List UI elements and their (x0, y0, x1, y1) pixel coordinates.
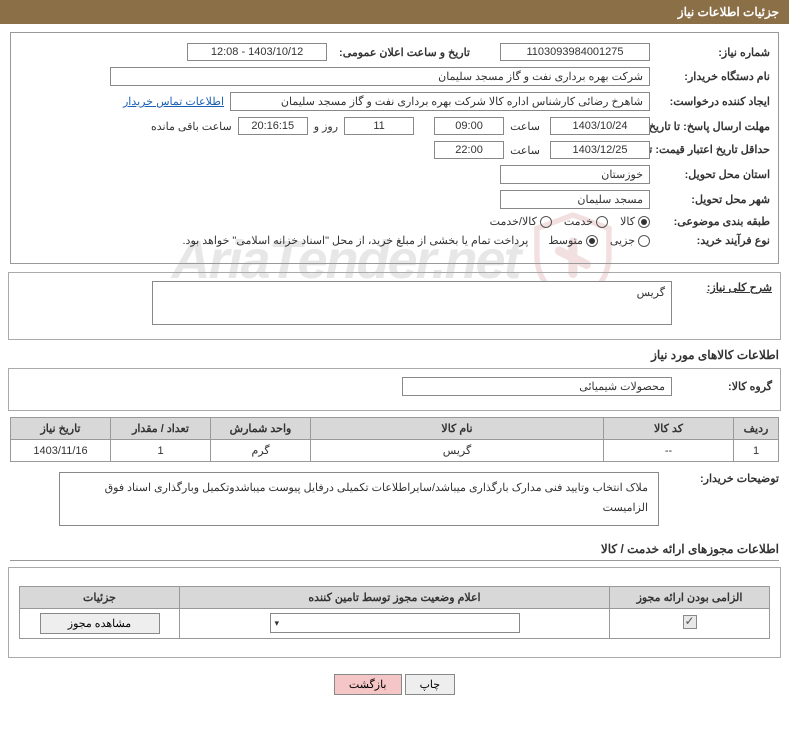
announce-label: تاریخ و ساعت اعلان عمومی: (333, 46, 470, 59)
remaining-label: ساعت باقی مانده (151, 120, 232, 133)
permits-section-title: اطلاعات مجوزهای ارائه خدمت / کالا (10, 542, 779, 561)
goods-group-value: محصولات شیمیائی (402, 377, 672, 396)
th-details: جزئیات (20, 586, 180, 608)
th-code: کد کالا (604, 418, 734, 440)
cell-code: -- (604, 440, 734, 462)
cell-name: گریس (311, 440, 604, 462)
permits-frame: الزامی بودن ارائه مجوز اعلام وضعیت مجوز … (8, 567, 781, 658)
city-value: مسجد سلیمان (500, 190, 650, 209)
page-header: جزئیات اطلاعات نیاز (0, 0, 789, 24)
province-label: استان محل تحویل: (650, 168, 770, 181)
th-unit: واحد شمارش (211, 418, 311, 440)
permit-details-cell: مشاهده مجوز (20, 608, 180, 638)
th-required: الزامی بودن ارائه مجوز (610, 586, 770, 608)
th-row: ردیف (734, 418, 779, 440)
goods-table-wrapper: ردیف کد کالا نام کالا واحد شمارش تعداد /… (10, 417, 779, 462)
cell-qty: 1 (111, 440, 211, 462)
need-number-value: 1103093984001275 (500, 43, 650, 61)
deadline-label: مهلت ارسال پاسخ: تا تاریخ: (650, 120, 770, 133)
chevron-down-icon: ▾ (275, 618, 280, 629)
radio-kalakhadamat[interactable] (540, 216, 552, 228)
buyer-contact-link[interactable]: اطلاعات تماس خریدار (123, 95, 224, 108)
deadline-date: 1403/10/24 (550, 117, 650, 135)
radio-jozi-label: جزیی (610, 234, 635, 247)
description-value: گریس (152, 281, 672, 325)
radio-kala[interactable] (638, 216, 650, 228)
goods-group-frame: گروه کالا: محصولات شیمیائی (8, 368, 781, 411)
radio-kalakhadamat-label: کالا/خدمت (490, 215, 537, 228)
th-qty: تعداد / مقدار (111, 418, 211, 440)
province-value: خوزستان (500, 165, 650, 184)
th-name: نام کالا (311, 418, 604, 440)
required-checkbox[interactable] (683, 615, 697, 629)
permit-status-cell: ▾ (180, 608, 610, 638)
buyer-value: شرکت بهره برداری نفت و گاز مسجد سلیمان (110, 67, 650, 86)
radio-khadamat[interactable] (596, 216, 608, 228)
process-label: نوع فرآیند خرید: (650, 234, 770, 247)
goods-group-label: گروه کالا: (672, 380, 772, 393)
description-frame: شرح کلی نیاز: گریس (8, 272, 781, 340)
th-status: اعلام وضعیت مجوز توسط تامین کننده (180, 586, 610, 608)
cell-row: 1 (734, 440, 779, 462)
table-row: 1 -- گریس گرم 1 1403/11/16 (11, 440, 779, 462)
radio-khadamat-label: خدمت (564, 215, 593, 228)
days-label: روز و (314, 120, 338, 133)
category-label: طبقه بندی موضوعی: (650, 215, 770, 228)
print-button[interactable]: چاپ (405, 674, 456, 695)
city-label: شهر محل تحویل: (650, 193, 770, 206)
action-buttons-row: چاپ بازگشت (0, 664, 789, 705)
time-label-1: ساعت (510, 120, 540, 133)
buyer-label: نام دستگاه خریدار: (650, 70, 770, 83)
payment-note: پرداخت تمام یا بخشی از مبلغ خرید، از محل… (183, 234, 529, 247)
time-remaining: 20:16:15 (238, 117, 308, 135)
permit-required-cell (610, 608, 770, 638)
goods-section-title: اطلاعات کالاهای مورد نیاز (10, 348, 779, 362)
radio-kala-label: کالا (620, 215, 635, 228)
permit-row: ▾ مشاهده مجوز (20, 608, 770, 638)
description-label: شرح کلی نیاز: (672, 281, 772, 294)
cell-unit: گرم (211, 440, 311, 462)
radio-motavaset-label: متوسط (548, 234, 583, 247)
buyer-notes-label: توضیحات خریدار: (669, 472, 779, 485)
permits-table: الزامی بودن ارائه مجوز اعلام وضعیت مجوز … (19, 586, 770, 639)
process-radio-group: جزیی متوسط (548, 234, 650, 247)
main-info-frame: شماره نیاز: 1103093984001275 تاریخ و ساع… (10, 32, 779, 264)
status-select[interactable]: ▾ (270, 613, 520, 633)
need-number-label: شماره نیاز: (650, 46, 770, 59)
validity-date: 1403/12/25 (550, 141, 650, 159)
validity-label: حداقل تاریخ اعتبار قیمت: تا تاریخ: (650, 143, 770, 157)
view-permit-button[interactable]: مشاهده مجوز (40, 613, 160, 634)
requester-value: شاهرخ رضائی کارشناس اداره کالا شرکت بهره… (230, 92, 650, 111)
radio-motavaset[interactable] (586, 235, 598, 247)
goods-table: ردیف کد کالا نام کالا واحد شمارش تعداد /… (10, 417, 779, 462)
time-label-2: ساعت (510, 144, 540, 157)
cell-date: 1403/11/16 (11, 440, 111, 462)
validity-time: 22:00 (434, 141, 504, 159)
days-remaining: 11 (344, 117, 414, 135)
return-button[interactable]: بازگشت (334, 674, 402, 695)
requester-label: ایجاد کننده درخواست: (650, 95, 770, 108)
th-date: تاریخ نیاز (11, 418, 111, 440)
deadline-time: 09:00 (434, 117, 504, 135)
announce-value: 1403/10/12 - 12:08 (187, 43, 327, 61)
category-radio-group: کالا خدمت کالا/خدمت (490, 215, 650, 228)
buyer-notes-value: ملاک انتخاب وتایید فنی مدارک بارگذاری می… (59, 472, 659, 526)
radio-jozi[interactable] (638, 235, 650, 247)
